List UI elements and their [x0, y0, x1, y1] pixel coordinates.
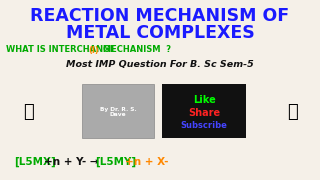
FancyBboxPatch shape	[82, 84, 154, 138]
Text: [L5MY]: [L5MY]	[95, 157, 136, 167]
Text: Like: Like	[193, 95, 215, 105]
FancyBboxPatch shape	[162, 84, 246, 138]
Text: REACTION MECHANISM OF: REACTION MECHANISM OF	[30, 7, 290, 25]
Text: (I): (I)	[88, 46, 99, 55]
Text: By Dr. R. S.
Dave: By Dr. R. S. Dave	[100, 107, 136, 117]
Text: 👍: 👍	[287, 103, 297, 121]
Text: +n + Y- →: +n + Y- →	[44, 157, 102, 167]
Text: +n + X-: +n + X-	[125, 157, 169, 167]
Text: [L5MX]: [L5MX]	[14, 157, 56, 167]
Text: Most IMP Question For B. Sc Sem-5: Most IMP Question For B. Sc Sem-5	[66, 60, 254, 69]
Text: 🔔: 🔔	[23, 103, 33, 121]
Text: METAL COMPLEXES: METAL COMPLEXES	[66, 24, 254, 42]
Text: MECHANISM  ?: MECHANISM ?	[100, 46, 171, 55]
Text: WHAT IS INTERCHANGE: WHAT IS INTERCHANGE	[6, 46, 118, 55]
Text: Subscribe: Subscribe	[180, 122, 228, 130]
Text: Share: Share	[188, 108, 220, 118]
